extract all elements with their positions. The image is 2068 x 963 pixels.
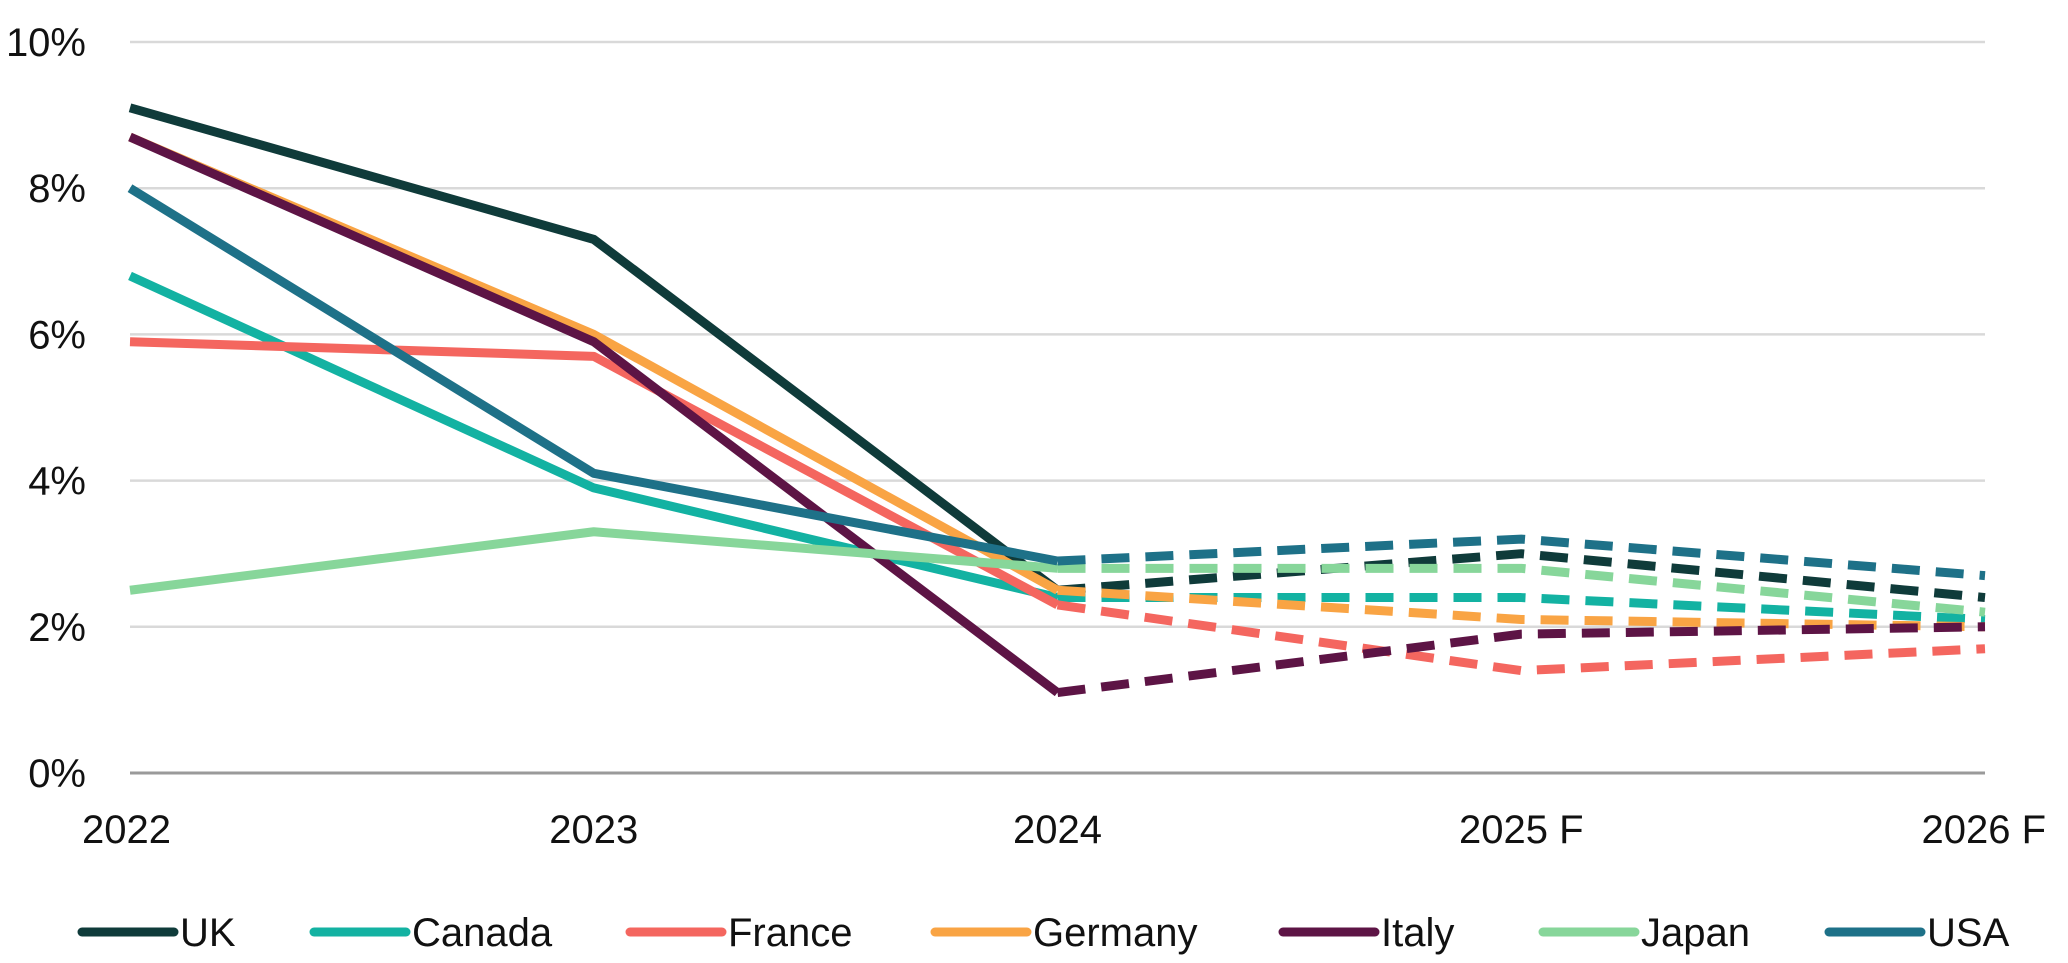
- series-line-uk: [128, 103, 1061, 594]
- series-line-france: [129, 337, 1060, 609]
- y-tick-label: 6%: [28, 313, 86, 357]
- legend: UK Canada France Germany Italy Japan USA: [77, 911, 2010, 955]
- x-axis-ticks: 2022 2023 2024 2025 F 2026 F: [82, 808, 2046, 852]
- legend-label: France: [728, 911, 853, 955]
- gridlines: [130, 40, 1985, 775]
- legend-item-uk: UK: [77, 911, 236, 955]
- series-line-usa: [127, 184, 1059, 566]
- series-forecast-line-germany: [1057, 585, 1986, 632]
- legend-label: Canada: [412, 911, 553, 955]
- y-tick-label: 0%: [28, 752, 86, 796]
- series-lines: [127, 103, 1986, 698]
- series-forecast-line-uk: [1057, 549, 1986, 603]
- legend-item-france: France: [625, 911, 853, 955]
- y-tick-label: 10%: [6, 21, 86, 65]
- series-line-canada: [128, 271, 1059, 602]
- series-forecast-line-italy: [1056, 622, 1986, 698]
- legend-label: USA: [1927, 911, 2010, 955]
- legend-label: Italy: [1381, 911, 1454, 955]
- x-tick-label: 2022: [82, 808, 171, 852]
- series-france: [129, 337, 1986, 676]
- legend-label: UK: [180, 911, 236, 955]
- series-italy: [128, 132, 1986, 698]
- legend-label: Japan: [1641, 911, 1750, 955]
- series-usa: [127, 184, 1986, 581]
- legend-item-japan: Japan: [1538, 911, 1750, 955]
- legend-label: Germany: [1033, 911, 1198, 955]
- series-forecast-line-france: [1056, 600, 1986, 676]
- y-tick-label: 2%: [28, 606, 86, 650]
- x-tick-label: 2024: [1013, 808, 1102, 852]
- series-uk: [128, 103, 1986, 603]
- y-tick-label: 8%: [28, 167, 86, 211]
- legend-item-usa: USA: [1824, 911, 2010, 955]
- legend-item-canada: Canada: [309, 911, 553, 955]
- legend-item-germany: Germany: [930, 911, 1198, 955]
- x-tick-label: 2026 F: [1921, 808, 2046, 852]
- y-tick-label: 4%: [28, 460, 86, 504]
- x-tick-label: 2023: [549, 808, 638, 852]
- legend-item-italy: Italy: [1278, 911, 1454, 955]
- series-line-italy: [128, 132, 1061, 697]
- series-forecast-line-usa: [1057, 534, 1986, 581]
- series-line-germany: [128, 132, 1060, 595]
- series-forecast-line-japan: [1057, 563, 1986, 617]
- series-line-japan: [129, 527, 1058, 595]
- x-tick-label: 2025 F: [1459, 808, 1584, 852]
- y-axis-ticks: 0% 2% 4% 6% 8% 10%: [6, 21, 86, 796]
- series-japan: [129, 527, 1986, 617]
